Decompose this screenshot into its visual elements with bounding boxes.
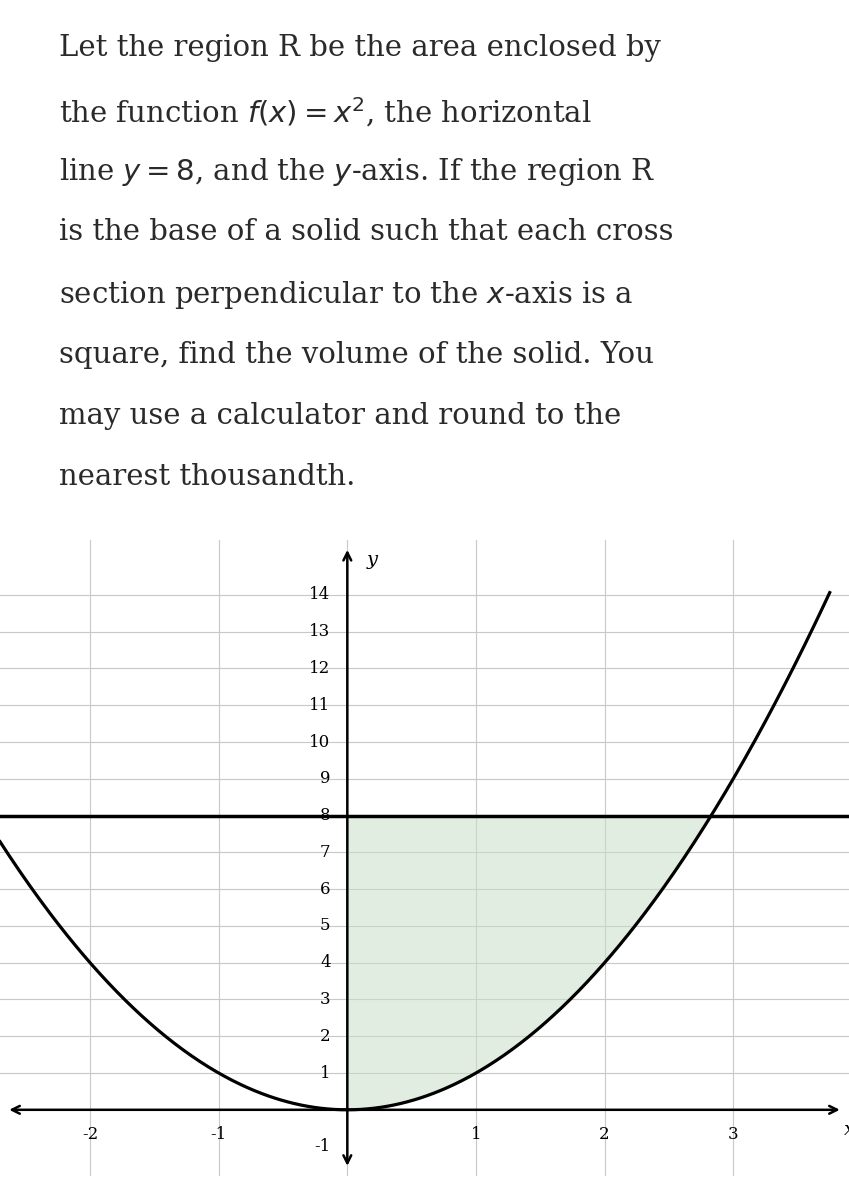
Text: 8: 8 <box>320 808 330 824</box>
Text: Let the region R be the area enclosed by: Let the region R be the area enclosed by <box>59 34 661 61</box>
Text: 11: 11 <box>309 697 330 714</box>
Text: 10: 10 <box>309 733 330 750</box>
Text: 6: 6 <box>320 881 330 898</box>
Text: is the base of a solid such that each cross: is the base of a solid such that each cr… <box>59 217 674 246</box>
Text: square, find the volume of the solid. You: square, find the volume of the solid. Yo… <box>59 341 655 368</box>
Text: 14: 14 <box>309 587 330 604</box>
Text: 12: 12 <box>309 660 330 677</box>
Text: x: x <box>844 1121 849 1139</box>
Text: 2: 2 <box>320 1027 330 1045</box>
Text: 3: 3 <box>728 1127 739 1144</box>
Text: -1: -1 <box>211 1127 227 1144</box>
Text: line $y = 8$, and the $y$-axis. If the region R: line $y = 8$, and the $y$-axis. If the r… <box>59 156 655 188</box>
Text: the function $f(x) = x^2$, the horizontal: the function $f(x) = x^2$, the horizonta… <box>59 95 592 128</box>
Text: -2: -2 <box>82 1127 98 1144</box>
Text: 1: 1 <box>470 1127 481 1144</box>
Text: -1: -1 <box>314 1138 330 1156</box>
Text: 7: 7 <box>320 844 330 860</box>
Text: section perpendicular to the $x$-axis is a: section perpendicular to the $x$-axis is… <box>59 280 634 311</box>
Text: y: y <box>367 551 378 569</box>
Text: 3: 3 <box>320 991 330 1008</box>
Text: may use a calculator and round to the: may use a calculator and round to the <box>59 402 621 430</box>
Text: 9: 9 <box>320 770 330 787</box>
Text: 13: 13 <box>309 623 330 640</box>
Text: nearest thousandth.: nearest thousandth. <box>59 463 356 491</box>
Text: 4: 4 <box>320 954 330 971</box>
Text: 1: 1 <box>320 1064 330 1081</box>
Text: 5: 5 <box>320 918 330 935</box>
Text: 2: 2 <box>599 1127 610 1144</box>
